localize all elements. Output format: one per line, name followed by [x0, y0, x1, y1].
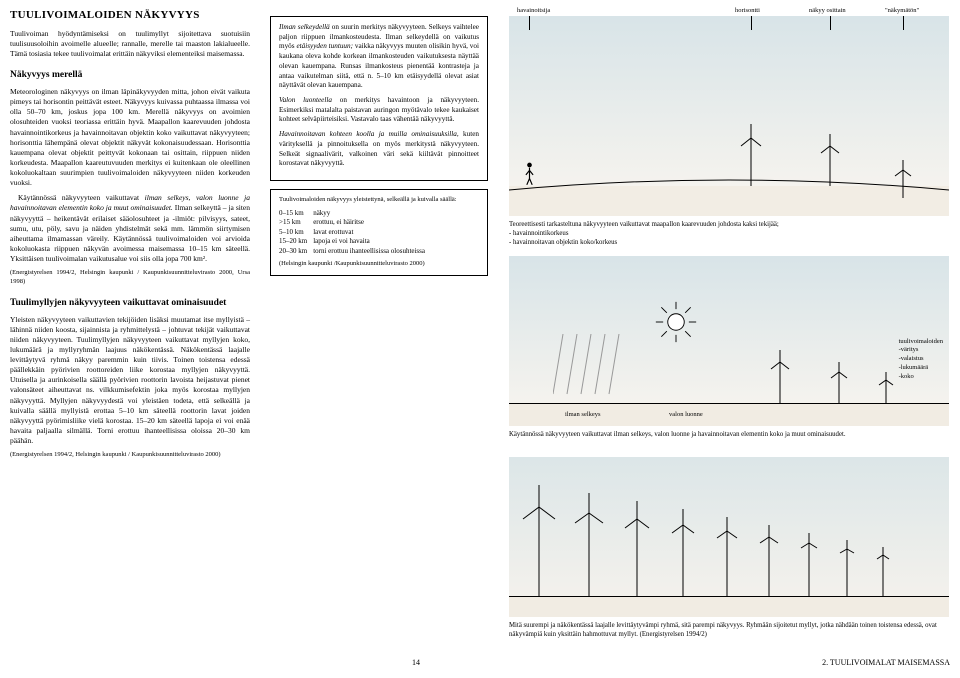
- p2: Meteorologinen näkyvyys on ilman läpinäk…: [10, 87, 250, 188]
- caption-2: Mitä suurempi ja näkökentässä laajalle l…: [509, 621, 949, 639]
- lbl-list: tuulivoimaloiden-väritys-valaistus-lukum…: [899, 338, 943, 382]
- caption-mid: Käytännössä näkyvyyteen vaikuttavat ilma…: [509, 430, 949, 439]
- info-box: Ilman selkeydellä on suurin merkitys näk…: [270, 16, 488, 181]
- h-visibility-sea: Näkyvyys merellä: [10, 69, 250, 82]
- p3: Käytännössä näkyvyyteen vaikuttavat ilma…: [10, 193, 250, 264]
- lbl-ilman: ilman selkeys: [565, 411, 601, 420]
- observer-icon: [525, 162, 534, 186]
- turbine-3: [893, 158, 913, 198]
- distance-box: Tuulivoimaloiden näkyvyys yleistettynä, …: [270, 189, 488, 276]
- lbl-invisible: "näkymätön": [885, 7, 919, 16]
- src2: (Energistyrelsen 1994/2, Helsingin kaupu…: [10, 451, 250, 460]
- lbl-partial: näkyy osittain: [809, 7, 846, 16]
- turb-b: [829, 360, 849, 404]
- sun-icon: [654, 300, 698, 344]
- page-number: 14: [412, 658, 420, 669]
- turbine-2: [819, 132, 841, 186]
- mid-column: Ilman selkeydellä on suurin merkitys näk…: [260, 0, 498, 658]
- table-src: (Helsingin kaupunki /Kaupunkisuunnittelu…: [279, 260, 479, 269]
- turb-a: [769, 348, 791, 404]
- table-title: Tuulivoimaloiden näkyvyys yleistettynä, …: [279, 196, 479, 205]
- right-column: havainoitsija horisontti näkyy osittain …: [498, 0, 960, 658]
- p4: Yleisten näkyvyyteen vaikuttavien tekijö…: [10, 315, 250, 447]
- section-label: 2. TUULIVOIMALAT MAISEMASSA: [822, 658, 950, 669]
- main-title: TUULIVOIMALOIDEN NÄKYVYYS: [10, 8, 250, 23]
- src1: (Energistyrelsen 1994/2, Helsingin kaupu…: [10, 269, 250, 287]
- p1: Tuulivoiman hyödyntämiseksi on tuulimyll…: [10, 29, 250, 59]
- lbl-observer: havainoitsija: [517, 7, 550, 16]
- lbl-valon: valon luonne: [669, 411, 703, 420]
- left-column: TUULIVOIMALOIDEN NÄKYVYYS Tuulivoiman hy…: [0, 0, 260, 658]
- distance-table: 0–15 kmnäkyy >15 kmerottuu, ei häiritse …: [279, 209, 431, 256]
- curved-ground: [509, 176, 949, 194]
- page-footer: 14 2. TUULIVOIMALAT MAISEMASSA: [0, 658, 960, 671]
- h-properties: Tuulimyllyjen näkyvyyteen vaikuttavat om…: [10, 297, 250, 310]
- figure-row: [509, 457, 949, 617]
- turbine-1: [739, 122, 763, 186]
- caption-1: Teoreettisesti tarkasteltuna näkyvyyteen…: [509, 220, 949, 248]
- rain-icon: [553, 334, 633, 404]
- turbine-row: [509, 477, 949, 597]
- figure-weather: ilman selkeys valon luonne tuulivoimaloi…: [509, 256, 949, 426]
- figure-horizon: havainoitsija horisontti näkyy osittain …: [509, 16, 949, 216]
- turb-c: [877, 370, 895, 404]
- lbl-horizon: horisontti: [735, 7, 760, 16]
